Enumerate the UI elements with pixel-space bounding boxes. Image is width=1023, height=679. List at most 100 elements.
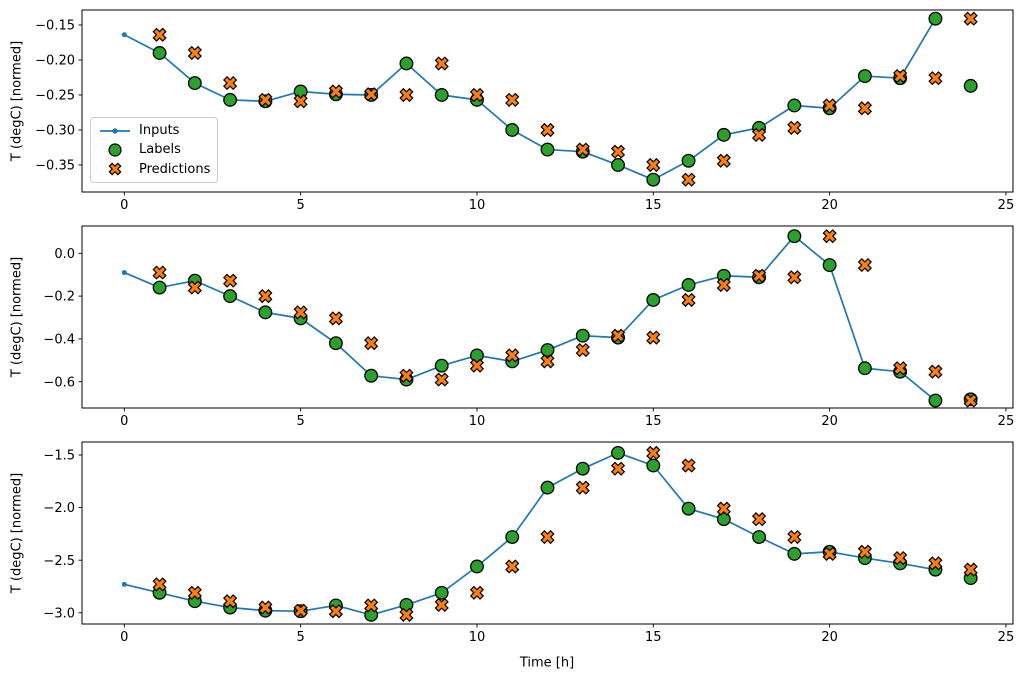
predictions-x-marker — [187, 280, 202, 295]
legend-item-predictions: Predictions — [99, 160, 210, 179]
x-tick-label: 10 — [469, 198, 486, 213]
y-axis-label-subplot-3: T (degC) [normed] — [9, 472, 25, 594]
predictions-x-marker — [187, 45, 202, 61]
predictions-x-marker — [963, 393, 978, 408]
predictions-x-marker — [751, 127, 767, 142]
predictions-x-marker — [469, 585, 485, 600]
labels-circle-marker — [540, 343, 555, 357]
labels-circle-marker — [505, 123, 520, 137]
x-tick-label: 5 — [297, 198, 305, 213]
labels-circle-marker — [399, 56, 414, 71]
x-tick-label: 20 — [821, 414, 838, 429]
y-tick-label: −0.15 — [35, 19, 75, 34]
inputs-dot-marker — [121, 32, 127, 38]
predictions-x-marker — [505, 92, 520, 107]
predictions-x-marker — [751, 512, 767, 527]
predictions-x-marker — [928, 364, 943, 379]
predictions-x-marker — [152, 577, 167, 592]
labels-circle-marker — [540, 480, 555, 495]
predictions-x-marker — [893, 550, 908, 566]
predictions-x-marker — [152, 27, 167, 42]
predictions-x-marker — [540, 122, 555, 138]
predictions-x-marker — [364, 87, 379, 102]
labels-circle-marker — [928, 11, 943, 26]
x-tick-label: 15 — [645, 414, 662, 429]
x-tick-label: 10 — [469, 630, 486, 645]
x-tick-label: 25 — [998, 414, 1015, 429]
predictions-x-marker — [293, 94, 308, 109]
y-tick-label: −0.20 — [35, 54, 75, 69]
x-tick-label: 25 — [998, 630, 1015, 645]
labels-circle-marker — [752, 530, 767, 544]
predictions-x-marker — [223, 75, 238, 91]
labels-circle-marker — [328, 336, 343, 351]
predictions-x-marker — [505, 348, 520, 363]
predictions-x-marker — [610, 144, 626, 159]
legend-item-labels: Labels — [99, 140, 209, 159]
labels-circle-marker — [928, 393, 943, 408]
labels-circle-marker — [505, 530, 520, 544]
predictions-x-marker — [364, 598, 379, 613]
labels-circle-marker — [681, 153, 696, 168]
x-tick-label: 5 — [297, 414, 305, 429]
predictions-x-marker — [258, 92, 273, 107]
predictions-x-marker — [928, 71, 943, 86]
predictions-x-marker — [399, 607, 414, 622]
x-tick-label: 0 — [120, 414, 128, 429]
circle-marker-icon — [108, 143, 122, 157]
labels-circle-marker — [646, 172, 661, 187]
line-dot-icon — [100, 127, 130, 134]
predictions-x-marker — [575, 142, 590, 157]
labels-circle-marker — [822, 258, 837, 273]
axes-frame — [81, 225, 1014, 409]
labels-circle-marker — [434, 585, 449, 600]
predictions-x-marker — [505, 559, 520, 574]
predictions-x-marker — [751, 268, 767, 283]
labels-circle-marker — [646, 293, 661, 307]
labels-circle-marker — [434, 88, 449, 102]
predictions-x-marker — [928, 556, 943, 571]
y-tick-label: −0.4 — [43, 333, 75, 348]
labels-circle-marker — [364, 368, 379, 383]
y-axis-label-subplot-1: T (degC) [normed] — [9, 40, 25, 162]
predictions-x-marker — [857, 257, 872, 273]
labels-circle-marker — [646, 458, 661, 473]
labels-circle-marker — [223, 289, 238, 304]
inputs-dot-marker — [121, 581, 127, 587]
labels-circle-marker — [575, 461, 590, 476]
predictions-x-marker — [258, 289, 273, 304]
predictions-x-marker — [469, 358, 485, 373]
labels-circle-marker — [787, 98, 802, 113]
predictions-x-marker — [328, 604, 344, 619]
labels-circle-marker — [575, 328, 590, 343]
labels-circle-marker — [152, 280, 167, 295]
x-tick-label: 0 — [120, 630, 128, 645]
predictions-x-marker — [469, 87, 485, 103]
predictions-x-marker — [610, 461, 626, 476]
predictions-x-marker — [399, 368, 414, 383]
predictions-x-marker — [893, 68, 908, 84]
x-tick-label: 15 — [645, 198, 662, 213]
predictions-x-marker — [575, 342, 590, 358]
predictions-x-marker — [857, 544, 872, 559]
predictions-x-marker — [152, 265, 167, 280]
x-tick-label: 0 — [120, 198, 128, 213]
predictions-x-marker — [822, 229, 837, 244]
y-tick-label: −3.0 — [43, 606, 75, 621]
predictions-x-marker — [223, 594, 238, 609]
predictions-x-marker — [681, 292, 696, 308]
predictions-x-marker — [822, 546, 837, 561]
labels-circle-marker — [787, 229, 802, 244]
predictions-x-marker — [857, 101, 872, 116]
y-tick-label: −0.30 — [35, 124, 75, 139]
legend-label-labels: Labels — [139, 142, 181, 158]
subplot-2: 0 5 10 15 20 25 0.0 −0.2 −0.4 −0.6 — [43, 225, 1015, 429]
x-tick-label: 20 — [821, 630, 838, 645]
predictions-x-marker — [328, 84, 344, 99]
inputs-line — [123, 235, 936, 402]
predictions-x-marker — [434, 597, 449, 613]
predictions-x-marker — [893, 361, 908, 376]
x-axis-label: Time [h] — [519, 655, 575, 671]
labels-circle-marker — [540, 142, 555, 157]
